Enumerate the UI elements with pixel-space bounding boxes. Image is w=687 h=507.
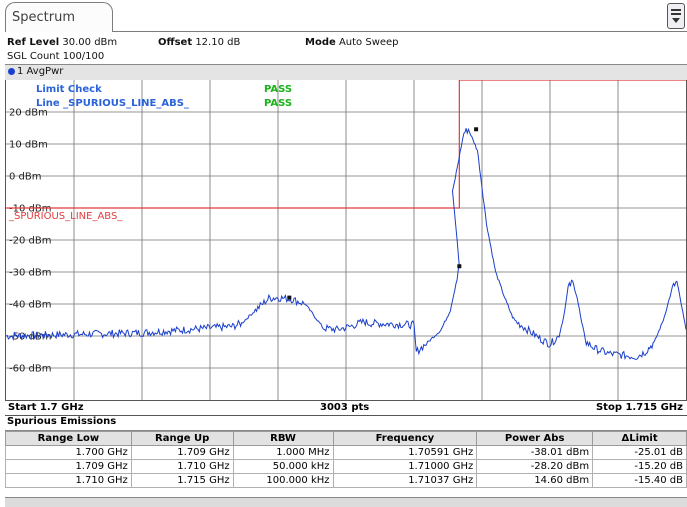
table-cell: 1.710 GHz (130, 459, 234, 474)
start-frequency: Start 1.7 GHz (8, 402, 84, 413)
peak-marker (287, 295, 292, 300)
column-header[interactable]: Power Abs (476, 431, 594, 446)
table-cell: 14.60 dBm (476, 473, 594, 488)
y-tick-label: -40 dBm (9, 300, 51, 311)
ref-level-label: Ref Level (7, 37, 60, 48)
trace-indicator-icon (8, 68, 15, 75)
table-cell: 1.71037 GHz (332, 473, 478, 488)
table-cell: 100.000 kHz (232, 473, 334, 488)
trace-avgpwr (6, 127, 686, 361)
table-cell: 50.000 kHz (232, 459, 334, 474)
limit-line-label: Line _SPURIOUS_LINE_ABS_ (36, 98, 189, 109)
y-tick-label: 20 dBm (9, 108, 48, 119)
column-header[interactable]: Range Up (130, 431, 234, 446)
table-cell: 1.709 GHz (5, 459, 132, 474)
y-tick-label: -60 dBm (9, 364, 51, 375)
table-cell: 1.700 GHz (5, 445, 132, 460)
measurement-info: Ref Level 30.00 dBm Offset 12.10 dB Mode… (5, 34, 687, 64)
table-cell: -15.20 dB (592, 459, 687, 474)
spurious-emissions-table: Range Low Range Up RBW Frequency Power Abs ΔL… (5, 431, 687, 488)
status-bar (5, 497, 687, 507)
ref-level-value: 30.00 dBm (62, 37, 118, 48)
table-cell: 1.71000 GHz (332, 459, 478, 474)
table-row[interactable]: 1.709 GHz 1.710 GHz 50.000 kHz 1.71000 GHz -… (5, 459, 687, 474)
limit-check-label: Limit Check (36, 84, 102, 95)
mode-value: Auto Sweep (338, 37, 399, 48)
stop-frequency: Stop 1.715 GHz (595, 402, 683, 413)
table-header-row: Range Low Range Up RBW Frequency Power Abs ΔL… (5, 431, 687, 446)
spurious-emissions-panel: Spurious Emissions Range Low Range Up RBW F… (5, 416, 687, 496)
offset-value: 12.10 dB (195, 37, 241, 48)
sgl-count: SGL Count 100/100 (7, 51, 105, 62)
table-body: 1.700 GHz 1.709 GHz 1.000 MHz 1.70591 GHz -3… (5, 445, 687, 488)
spectrum-plot: 20 dBm 10 dBm 0 dBm -10 dBm -20 dBm -30 dBm -4… (6, 80, 686, 400)
tab-bar-divider (113, 31, 687, 32)
table-cell: 1.715 GHz (130, 473, 234, 488)
y-tick-label: -10 dBm (9, 204, 51, 215)
peak-marker (474, 127, 479, 132)
trace-header: 1 AvgPwr (5, 64, 687, 80)
limit-line-name: _SPURIOUS_LINE_ABS_ (8, 211, 123, 222)
table-cell: 1.709 GHz (130, 445, 234, 460)
limit-check-result: PASS (264, 84, 292, 95)
column-header[interactable]: RBW (232, 431, 334, 446)
table-cell: -28.20 dBm (476, 459, 594, 474)
spectrum-diagram[interactable]: 20 dBm 10 dBm 0 dBm -10 dBm -20 dBm -30 dBm -4… (5, 80, 687, 400)
y-tick-label: 10 dBm (9, 140, 48, 151)
frequency-axis-bar: Start 1.7 GHz 3003 pts Stop 1.715 GHz (5, 400, 687, 416)
table-cell: -38.01 dBm (476, 445, 594, 460)
table-cell: -25.01 dB (592, 445, 687, 460)
tab-spectrum[interactable]: Spectrum (5, 2, 113, 32)
tab-spectrum-label: Spectrum (12, 10, 75, 25)
y-tick-label: -50 dBm (9, 332, 51, 343)
menu-icon[interactable] (667, 3, 685, 29)
spurious-emissions-title: Spurious Emissions (5, 416, 687, 431)
y-tick-label: -30 dBm (9, 268, 51, 279)
trace-label: 1 AvgPwr (17, 66, 64, 77)
y-tick-label: 0 dBm (9, 172, 42, 183)
table-cell: 1.000 MHz (232, 445, 334, 460)
peak-marker (457, 264, 462, 269)
limit-line (6, 80, 686, 209)
tab-bar: Spectrum (0, 0, 687, 34)
column-header[interactable]: Range Low (5, 431, 132, 446)
mode-label: Mode (305, 37, 336, 48)
table-cell: 1.70591 GHz (332, 445, 478, 460)
column-header[interactable]: ΔLimit (592, 431, 687, 446)
table-row[interactable]: 1.710 GHz 1.715 GHz 100.000 kHz 1.71037 GHz… (5, 473, 687, 488)
table-cell: -15.40 dB (592, 473, 687, 488)
y-tick-label: -20 dBm (9, 236, 51, 247)
table-row[interactable]: 1.700 GHz 1.709 GHz 1.000 MHz 1.70591 GHz -3… (5, 445, 687, 460)
column-header[interactable]: Frequency (332, 431, 478, 446)
table-cell: 1.710 GHz (5, 473, 132, 488)
offset-label: Offset (158, 37, 193, 48)
limit-line-result: PASS (264, 98, 292, 109)
sweep-points: 3003 pts (320, 402, 370, 413)
